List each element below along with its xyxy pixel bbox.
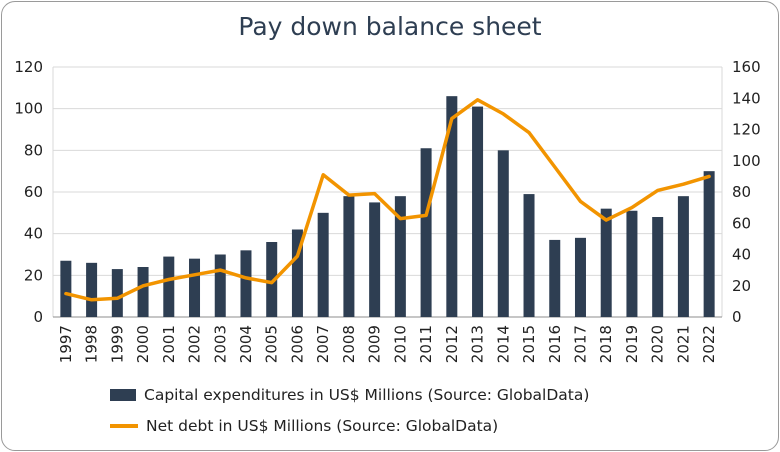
bar-capex-1999 [111, 269, 123, 317]
bar-capex-2015 [523, 194, 535, 317]
bar-capex-2010 [394, 196, 406, 317]
y-left-tick-label: 100 [14, 100, 43, 118]
bar-capex-2007 [317, 212, 329, 317]
x-tick-label: 2021 [674, 325, 692, 363]
line-net-debt [64, 98, 711, 302]
y-right-tick-label: 120 [732, 121, 761, 139]
bar-capex-1998 [86, 262, 98, 317]
legend-item-capex: Capital expenditures in US$ Millions (So… [0, 386, 780, 404]
x-tick-label: 2006 [288, 325, 306, 363]
y-left-tick-label: 120 [14, 58, 43, 76]
x-tick-label: 2001 [160, 325, 178, 363]
chart-title: Pay down balance sheet [238, 12, 542, 41]
x-tick-label: 2007 [314, 325, 332, 363]
bar-capex-2020 [652, 217, 664, 317]
legend-label-capex: Capital expenditures in US$ Millions (So… [144, 386, 590, 404]
bar-capex-2005 [266, 242, 278, 317]
legend-item-net-debt: Net debt in US$ Millions (Source: Global… [0, 417, 780, 435]
bar-capex-2001 [163, 256, 175, 317]
y-left-tick-label: 60 [24, 183, 43, 201]
bar-capex-2013 [472, 106, 484, 317]
x-tick-label: 2016 [546, 325, 564, 363]
x-tick-label: 2013 [469, 325, 487, 363]
x-tick-label: 2003 [211, 325, 229, 363]
bar-capex-2022 [703, 171, 715, 317]
bar-capex-2021 [677, 196, 689, 317]
bar-capex-2009 [369, 202, 381, 317]
x-tick-label: 2000 [134, 325, 152, 363]
bar-capex-1997 [60, 260, 72, 317]
x-tick-label: 2005 [263, 325, 281, 363]
x-tick-label: 2015 [520, 325, 538, 363]
x-tick-label: 2010 [391, 325, 409, 363]
bar-capex-2003 [214, 254, 226, 317]
y-right-tick-label: 60 [732, 214, 751, 232]
y-right-tick-label: 0 [732, 308, 742, 326]
y-right-tick-label: 140 [732, 89, 761, 107]
x-tick-label: 2011 [417, 325, 435, 363]
bar-capex-2016 [549, 239, 561, 317]
y-left-tick-label: 40 [24, 225, 43, 243]
y-right-tick-label: 20 [732, 277, 751, 295]
y-right-tick-label: 40 [732, 246, 751, 264]
bar-capex-2002 [189, 258, 201, 317]
x-tick-label: 1999 [108, 325, 126, 363]
legend-swatch-line [110, 424, 138, 428]
x-tick-label: 2008 [340, 325, 358, 363]
x-tick-label: 2014 [494, 325, 512, 363]
bar-capex-2019 [626, 210, 638, 317]
x-tick-label: 2012 [443, 325, 461, 363]
y-left-tick-label: 20 [24, 266, 43, 284]
bar-capex-2017 [574, 237, 586, 317]
bar-capex-2012 [446, 96, 458, 318]
bar-capex-2006 [291, 229, 303, 317]
x-tick-label: 2018 [597, 325, 615, 363]
x-tick-label: 2020 [649, 325, 667, 363]
bar-capex-2004 [240, 250, 252, 317]
bar-capex-2018 [600, 208, 612, 317]
x-tick-label: 2022 [700, 325, 718, 363]
y-right-tick-label: 160 [732, 58, 761, 76]
legend-swatch-bar [110, 389, 136, 401]
bar-capex-2000 [137, 267, 149, 317]
y-left-tick-label: 0 [33, 308, 43, 326]
x-tick-label: 2017 [571, 325, 589, 363]
y-right-tick-label: 100 [732, 152, 761, 170]
bar-capex-2011 [420, 148, 432, 317]
bar-capex-2014 [497, 150, 509, 317]
x-tick-label: 2002 [186, 325, 204, 363]
x-tick-label: 2019 [623, 325, 641, 363]
x-tick-label: 2009 [366, 325, 384, 363]
legend-label-net-debt: Net debt in US$ Millions (Source: Global… [146, 417, 499, 435]
x-tick-label: 1997 [57, 325, 75, 363]
y-right-tick-label: 80 [732, 183, 751, 201]
x-tick-label: 2004 [237, 325, 255, 363]
y-left-tick-label: 80 [24, 141, 43, 159]
bar-capex-2008 [343, 196, 355, 317]
x-tick-label: 1998 [83, 325, 101, 363]
